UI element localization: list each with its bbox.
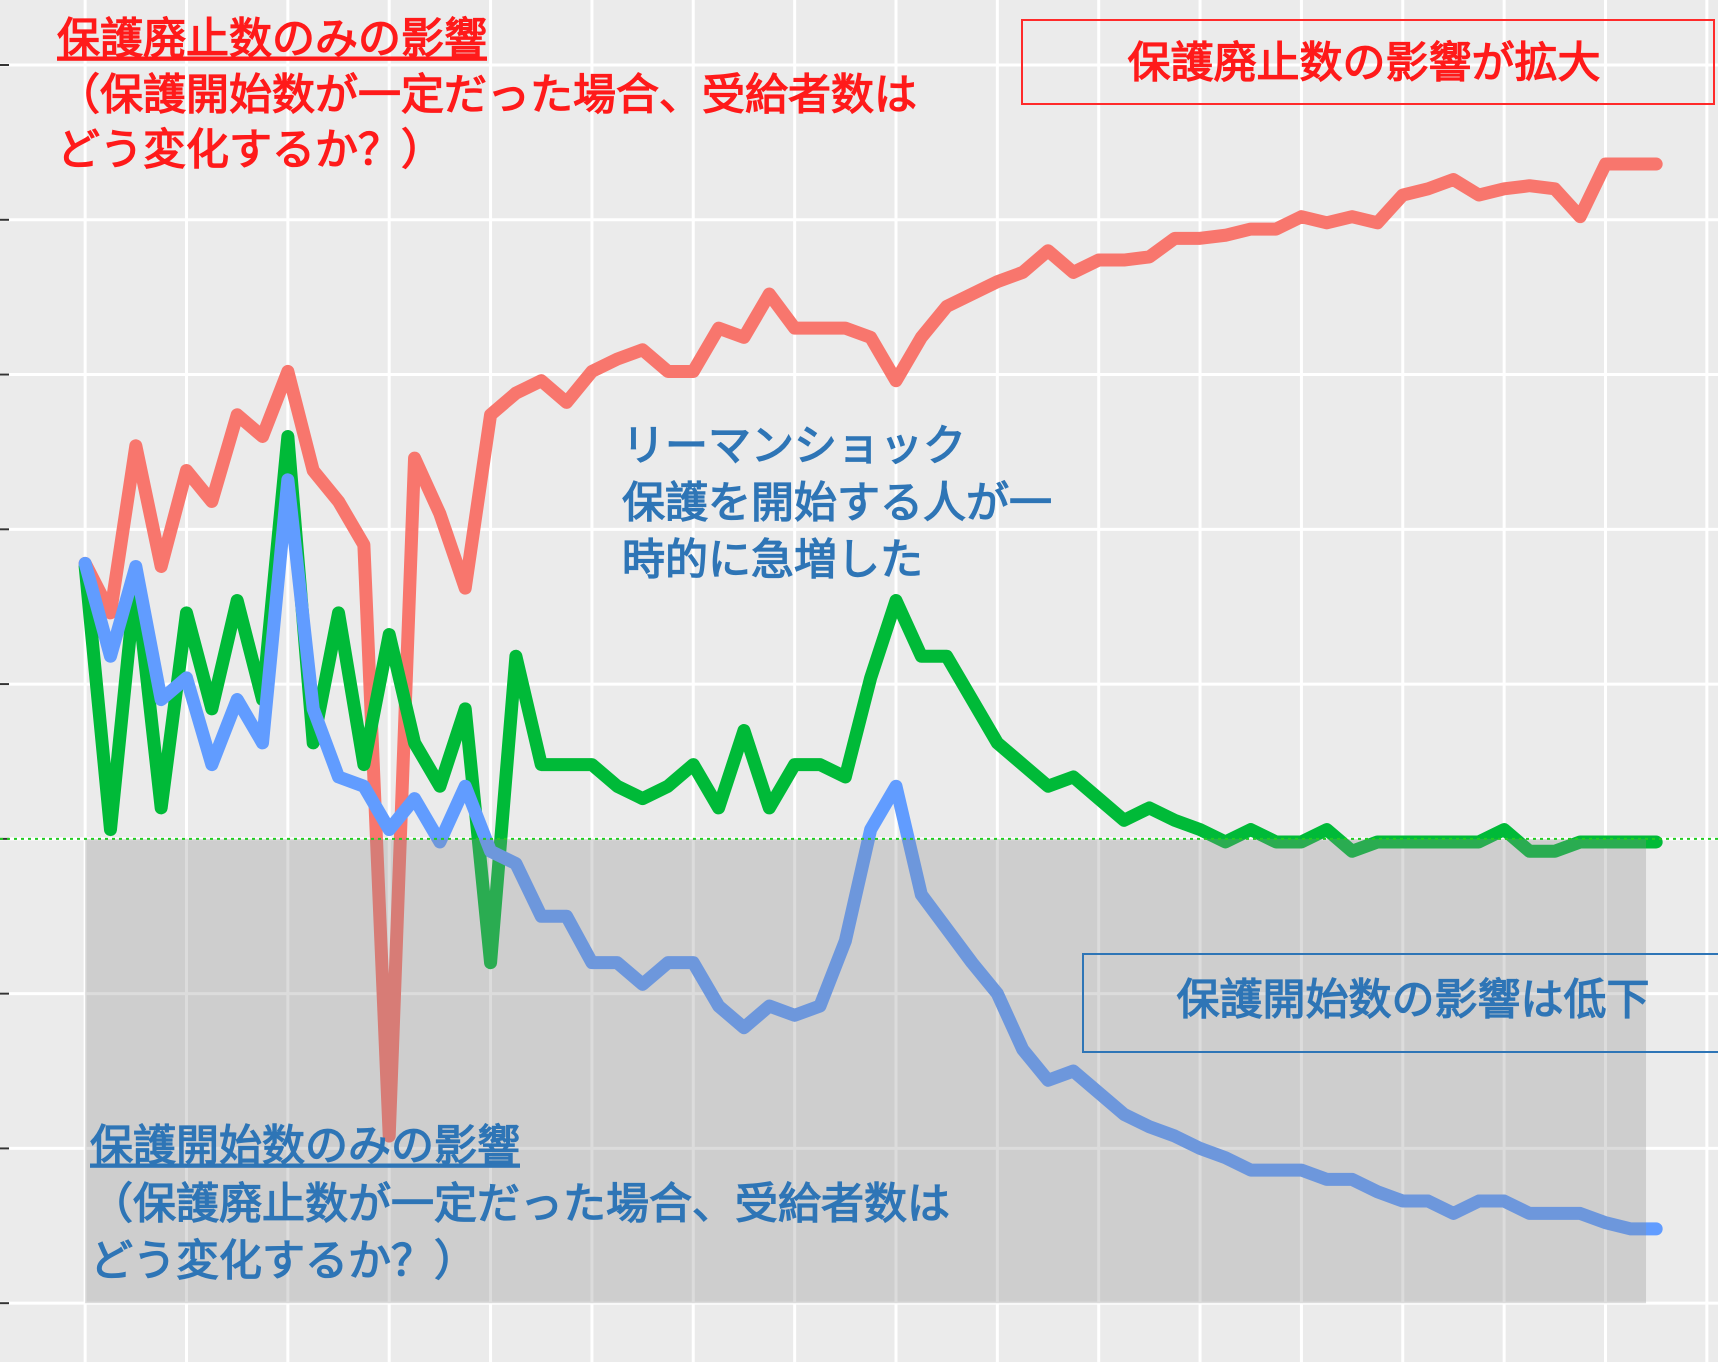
annotation: リーマンショック	[622, 422, 966, 472]
annotations: 保護廃止数のみの影響 （保護開始数が一定だった場合、受給者数は どう変化するか？…	[57, 15, 1718, 1287]
annotation: 時的に急増した	[622, 536, 923, 586]
annotation: 保護開始数のみの影響	[90, 1122, 520, 1172]
annotation-box	[1021, 19, 1715, 105]
lines	[78, 157, 1663, 1236]
series-line	[78, 429, 1663, 970]
annotation: （保護廃止数が一定だった場合、受給者数は	[90, 1180, 950, 1230]
series-line	[78, 473, 1663, 1236]
overlay	[0, 837, 1718, 1304]
series-line	[78, 157, 1663, 1143]
shaded-region	[85, 838, 1647, 1304]
annotation: どう変化するか？）	[57, 126, 444, 176]
annotation: 保護を開始する人が一	[622, 479, 1052, 529]
annotation: 保護廃止数のみの影響	[57, 15, 487, 65]
annotation: 保護廃止数の影響が拡大	[1128, 39, 1601, 89]
annotation: 保護開始数の影響は低下	[1177, 976, 1650, 1026]
annotation-box	[1082, 953, 1718, 1053]
annotation: どう変化するか？）	[90, 1237, 477, 1287]
annotation: （保護開始数が一定だった場合、受給者数は	[57, 71, 917, 121]
